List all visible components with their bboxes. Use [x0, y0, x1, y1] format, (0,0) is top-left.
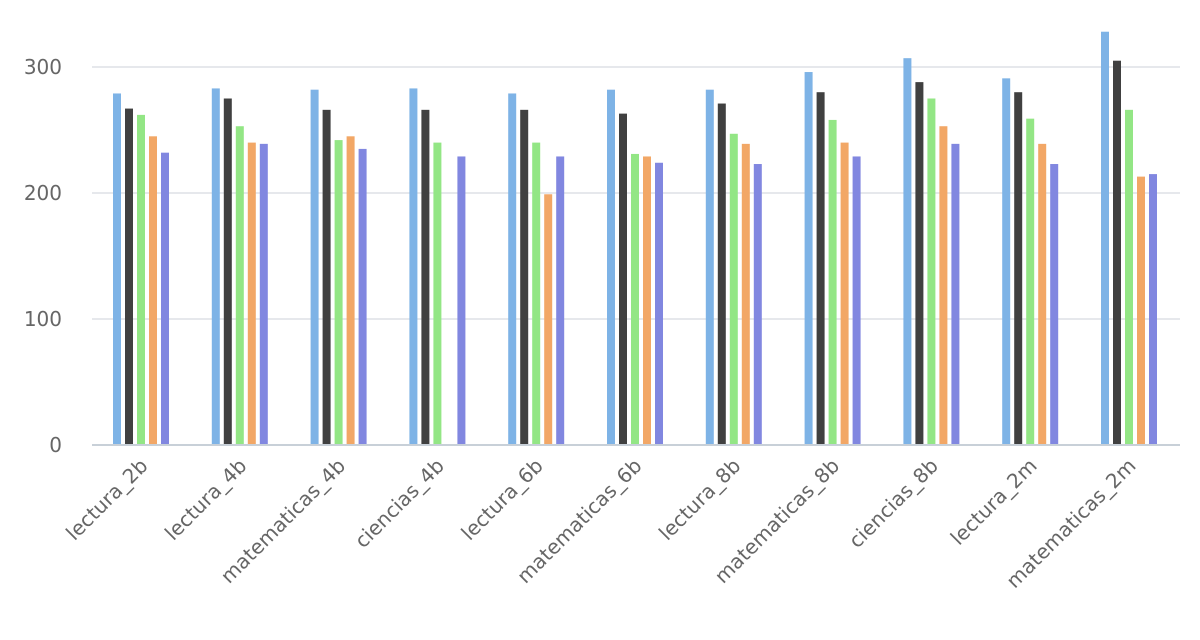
bar-matematicas_4b-series-5	[358, 148, 367, 445]
bar-lectura_2m-series-2	[1014, 92, 1023, 445]
bar-matematicas_2m-series-5	[1149, 174, 1157, 445]
y-tick-label: 0	[49, 433, 62, 457]
bar-lectura_4b-series-1	[211, 88, 220, 446]
x-tick-label: lectura_2m	[946, 454, 1042, 550]
category-group-lectura_4b	[211, 88, 268, 446]
bar-matematicas_2m-series-4	[1137, 176, 1145, 445]
bar-lectura_8b-series-1	[705, 89, 714, 446]
x-tick-label: ciencias_4b	[350, 454, 449, 553]
bar-lectura_4b-series-5	[259, 143, 268, 446]
bar-ciencias_4b-series-5	[457, 156, 466, 445]
bar-lectura_2b-series-4	[149, 136, 157, 446]
bar-matematicas_2m-series-2	[1113, 60, 1121, 445]
bar-matematicas_2m-series-3	[1125, 109, 1133, 445]
category-group-ciencias_4b	[409, 88, 466, 446]
bar-matematicas_6b-series-1	[607, 89, 615, 446]
bar-matematicas_4b-series-3	[334, 140, 343, 445]
bar-matematicas_8b-series-1	[804, 72, 813, 445]
category-group-lectura_8b	[705, 89, 762, 446]
bar-lectura_8b-series-2	[717, 103, 726, 445]
bar-ciencias_8b-series-4	[939, 126, 948, 445]
bar-ciencias_4b-series-1	[409, 88, 418, 446]
category-group-lectura_6b	[508, 93, 565, 446]
x-tick-label: lectura_6b	[456, 454, 547, 545]
bar-matematicas_6b-series-2	[619, 113, 627, 446]
bar-ciencias_8b-series-1	[903, 58, 912, 446]
category-group-matematicas_6b	[607, 89, 663, 446]
category-group-ciencias_8b	[903, 58, 960, 446]
bar-lectura_2m-series-3	[1026, 118, 1035, 445]
bar-matematicas_8b-series-5	[852, 156, 861, 445]
bar-lectura_6b-series-4	[544, 194, 553, 445]
bar-lectura_2b-series-3	[137, 114, 145, 445]
bar-matematicas_6b-series-3	[631, 153, 639, 445]
bar-lectura_8b-series-5	[753, 164, 762, 445]
category-group-lectura_2m	[1002, 78, 1059, 446]
bar-lectura_6b-series-5	[556, 156, 565, 445]
bar-lectura_2b-series-1	[113, 93, 121, 446]
bar-matematicas_8b-series-2	[816, 92, 825, 445]
bar-lectura_6b-series-2	[520, 109, 529, 445]
bar-lectura_8b-series-3	[729, 133, 738, 445]
bar-lectura_4b-series-3	[235, 126, 244, 445]
bar-lectura_2m-series-1	[1002, 78, 1011, 445]
bar-matematicas_4b-series-1	[310, 89, 319, 446]
bar-ciencias_4b-series-2	[421, 109, 430, 445]
y-tick-label: 100	[24, 307, 62, 331]
bar-ciencias_8b-series-2	[915, 82, 924, 446]
bar-ciencias_8b-series-5	[951, 143, 960, 446]
category-group-matematicas_2m	[1101, 31, 1157, 445]
y-tick-label: 300	[24, 55, 62, 79]
bar-lectura_6b-series-1	[508, 93, 517, 446]
bar-matematicas_2m-series-1	[1101, 31, 1109, 445]
y-tick-label: 200	[24, 181, 62, 205]
bar-matematicas_8b-series-3	[828, 119, 837, 446]
x-tick-label: ciencias_8b	[844, 454, 943, 553]
bar-matematicas_6b-series-5	[655, 162, 663, 445]
category-group-lectura_2b	[113, 93, 169, 446]
x-tick-label: lectura_2b	[61, 454, 152, 545]
bar-lectura_6b-series-3	[532, 142, 541, 445]
bar-lectura_8b-series-4	[741, 143, 750, 446]
bar-lectura_4b-series-4	[247, 142, 256, 445]
category-group-matematicas_4b	[310, 89, 367, 446]
bar-matematicas_4b-series-2	[322, 109, 331, 445]
bar-lectura_4b-series-2	[223, 98, 232, 445]
y-axis-ticks: 0 100 200 300	[24, 55, 62, 457]
bar-lectura_2b-series-5	[161, 152, 169, 445]
bar-ciencias_4b-series-3	[433, 142, 442, 445]
bar-matematicas_8b-series-4	[840, 142, 849, 445]
bar-matematicas_6b-series-4	[643, 156, 651, 445]
x-tick-label: lectura_8b	[654, 454, 745, 545]
bar-ciencias_8b-series-3	[927, 98, 936, 445]
bar-lectura_2m-series-5	[1050, 164, 1059, 445]
category-group-matematicas_8b	[804, 72, 861, 446]
bars	[113, 31, 1157, 446]
x-tick-label: lectura_4b	[160, 454, 251, 545]
bar-lectura_2m-series-4	[1038, 143, 1047, 446]
bar-lectura_2b-series-2	[125, 108, 133, 445]
bar-matematicas_4b-series-4	[346, 136, 355, 446]
